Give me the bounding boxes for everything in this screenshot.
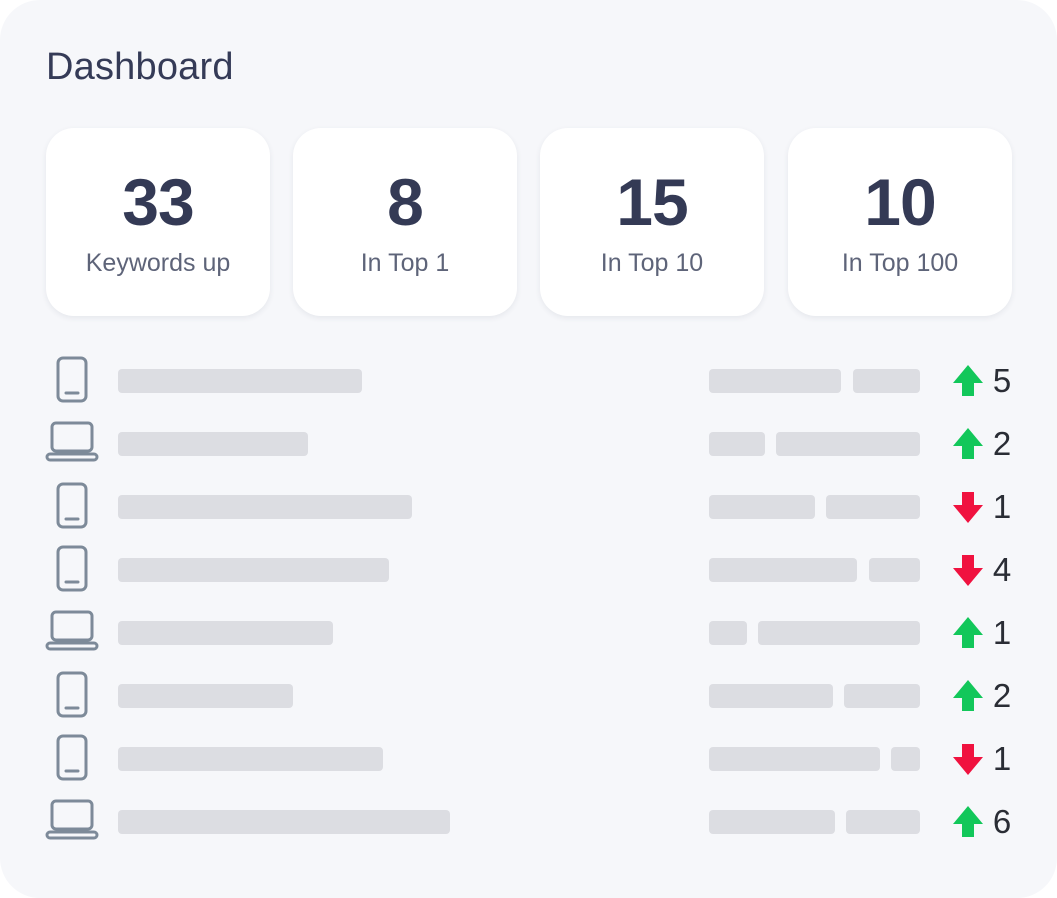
rank-change: 1: [992, 614, 1012, 651]
metric-placeholder-bar: [826, 495, 920, 519]
rank-change: 1: [992, 488, 1012, 525]
keyword-row[interactable]: 2: [44, 670, 1016, 722]
keyword-row[interactable]: 5: [44, 355, 1016, 407]
metric-placeholder-bar: [776, 432, 920, 456]
metric-placeholder-bar: [709, 432, 765, 456]
metric-placeholder-bar: [758, 621, 920, 645]
metric-placeholder-bar: [709, 747, 880, 771]
rank-change: 5: [992, 362, 1012, 399]
stat-label: In Top 1: [360, 249, 450, 277]
arrow-up-icon: [950, 363, 986, 399]
stat-card-top-10[interactable]: 15 In Top 10: [540, 128, 764, 316]
metric-placeholder-bar: [709, 558, 857, 582]
mobile-icon: [44, 733, 102, 785]
stat-label: Keywords up: [85, 249, 231, 277]
rank-change: 4: [992, 551, 1012, 588]
mobile-icon: [44, 670, 102, 722]
rank-change: 2: [992, 677, 1012, 714]
metric-placeholder-bar: [846, 810, 920, 834]
stat-value: 33: [122, 165, 194, 239]
stats-row: 33 Keywords up 8 In Top 1 15 In Top 10 1…: [46, 128, 1012, 316]
metric-placeholder-bar: [709, 810, 835, 834]
laptop-icon: [44, 607, 102, 659]
keyword-placeholder-bar: [118, 747, 383, 771]
arrow-up-icon: [950, 426, 986, 462]
keyword-placeholder-bar: [118, 684, 293, 708]
stat-card-keywords-up[interactable]: 33 Keywords up: [46, 128, 270, 316]
mobile-icon: [44, 481, 102, 533]
arrow-down-icon: [950, 489, 986, 525]
stat-value: 8: [387, 165, 424, 239]
metric-placeholder-bar: [844, 684, 920, 708]
keyword-row[interactable]: 1: [44, 481, 1016, 533]
keyword-placeholder-bar: [118, 432, 308, 456]
keyword-row[interactable]: 4: [44, 544, 1016, 596]
metric-placeholder-bar: [891, 747, 920, 771]
mobile-icon: [44, 355, 102, 407]
metric-placeholder-bar: [709, 495, 815, 519]
stat-card-top-1[interactable]: 8 In Top 1: [293, 128, 517, 316]
metric-placeholder-bar: [709, 621, 747, 645]
laptop-icon: [44, 418, 102, 470]
page-title: Dashboard: [46, 46, 234, 88]
stat-label: In Top 100: [841, 249, 959, 277]
keyword-row[interactable]: 1: [44, 733, 1016, 785]
keyword-placeholder-bar: [118, 558, 389, 582]
keyword-row[interactable]: 1: [44, 607, 1016, 659]
keyword-placeholder-bar: [118, 810, 450, 834]
keyword-row[interactable]: 6: [44, 796, 1016, 848]
keyword-placeholder-bar: [118, 621, 333, 645]
arrow-down-icon: [950, 741, 986, 777]
rank-change: 2: [992, 425, 1012, 462]
metric-placeholder-bar: [853, 369, 920, 393]
stat-value: 10: [864, 165, 936, 239]
metric-placeholder-bar: [709, 369, 841, 393]
rank-change: 6: [992, 803, 1012, 840]
stat-value: 15: [616, 165, 688, 239]
stat-label: In Top 10: [600, 249, 704, 277]
metric-placeholder-bar: [709, 684, 833, 708]
metric-placeholder-bar: [869, 558, 920, 582]
rank-change: 1: [992, 740, 1012, 777]
arrow-up-icon: [950, 804, 986, 840]
arrow-up-icon: [950, 678, 986, 714]
keyword-row[interactable]: 2: [44, 418, 1016, 470]
mobile-icon: [44, 544, 102, 596]
keyword-placeholder-bar: [118, 495, 412, 519]
arrow-down-icon: [950, 552, 986, 588]
laptop-icon: [44, 796, 102, 848]
stat-card-top-100[interactable]: 10 In Top 100: [788, 128, 1012, 316]
keyword-placeholder-bar: [118, 369, 362, 393]
arrow-up-icon: [950, 615, 986, 651]
